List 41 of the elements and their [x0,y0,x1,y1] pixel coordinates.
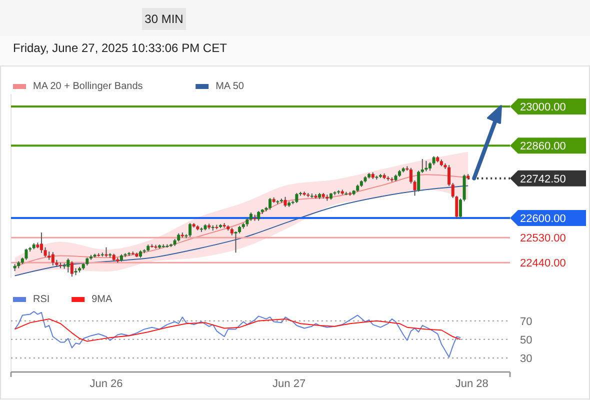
candlestick [51,252,54,266]
chart-subtitle: Friday, June 27, 2025 10:33:06 PM CET [13,41,228,55]
ref-line-label: 23000.00 [520,102,566,114]
ref-line-label: 22860.00 [520,140,566,153]
candlestick [462,174,466,202]
candlestick [420,158,424,174]
candlestick [188,222,192,238]
candlestick [234,230,238,254]
candlestick [413,180,416,196]
legend-label: RSI [33,294,50,305]
candlestick [257,210,260,222]
candlestick [44,246,47,258]
legend-label: 9MA [92,294,112,305]
y-tick-label: 50 [520,334,532,346]
x-tick-label: Jun 27 [272,378,306,390]
candlestick [295,192,298,204]
x-tick-label: Jun 28 [455,378,488,390]
text: 30 MIN [144,12,184,26]
ref-line-label: 22530.00 [520,232,566,245]
x-tick-label: Jun 26 [90,378,123,390]
candlestick [448,164,451,186]
candlestick [66,258,70,273]
y-tick-label: 70 [520,316,532,328]
candlestick [417,170,420,192]
candlestick [40,232,43,254]
candlestick [268,197,272,210]
ref-line-label: 22440.00 [520,258,566,270]
line-series [14,318,461,342]
candlestick [62,262,66,270]
line-series [14,311,461,358]
candlestick [70,260,74,278]
candlestick [458,198,462,219]
legend-label: MA 50 [216,81,244,92]
candlestick [284,196,287,208]
candlestick [424,160,428,172]
candlestick [409,167,412,184]
ref-line-label: 22600.00 [520,213,566,226]
ref-line-label: 22742.50 [520,173,566,186]
legend-label: MA 20 + Bollinger Bands [33,81,143,92]
candlestick [24,248,28,260]
y-tick-label: 30 [520,353,532,366]
